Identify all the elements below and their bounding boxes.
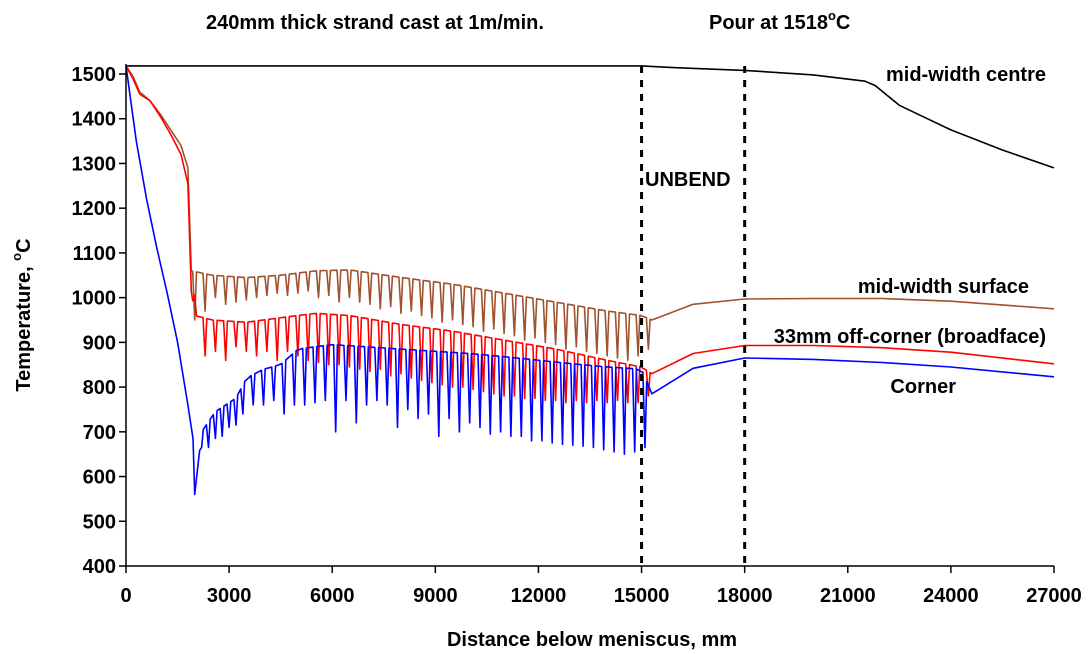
x-axis-ticks: 0 3000 6000 9000 12000 15000 18000 21000 24000 27…	[120, 566, 1082, 607]
x-axis-title: Distance below meniscus, mm	[447, 629, 737, 651]
series-line-0	[126, 65, 1055, 169]
x-tick-label: 18000	[717, 585, 773, 607]
chart-title-part1: 240mm thick strand cast at 1m/min.	[206, 12, 544, 34]
series-line-1	[125, 65, 1055, 362]
chart-title: 240mm thick strand cast at 1m/min. Pour …	[206, 8, 850, 34]
y-axis-ticks: 400 500 600 700 800 900 1000 1100 1200 1300 1400 15…	[72, 64, 126, 578]
unbend-annotation: UNBEND	[645, 169, 731, 191]
y-tick-label: 400	[83, 556, 116, 578]
x-tick-label: 15000	[614, 585, 670, 607]
vertical-markers	[640, 65, 747, 566]
x-tick-label: 24000	[923, 585, 979, 607]
x-tick-label: 12000	[511, 585, 567, 607]
y-axis-title-text: Temperature,	[13, 261, 35, 392]
x-tick-label: 21000	[820, 585, 876, 607]
y-tick-label: 900	[83, 332, 116, 354]
chart-title-part2-text: Pour at 1518	[709, 12, 828, 34]
label-mid-width-surface: mid-width surface	[858, 276, 1029, 298]
y-tick-label: 1200	[72, 198, 117, 220]
label-mid-width-centre: mid-width centre	[886, 64, 1046, 86]
y-tick-label: 500	[83, 511, 116, 533]
y-tick-label: 1300	[72, 153, 117, 175]
series-layer	[125, 65, 1055, 496]
label-33mm-off-corner: 33mm off-corner (broadface)	[774, 326, 1046, 348]
chart-title-unit: C	[836, 12, 850, 34]
x-tick-label: 3000	[207, 585, 252, 607]
y-tick-label: 1500	[72, 64, 117, 86]
x-tick-label: 27000	[1026, 585, 1082, 607]
series-line-3	[125, 65, 1055, 496]
y-tick-label: 800	[83, 377, 116, 399]
x-tick-label: 0	[120, 585, 131, 607]
y-axis-unit: C	[13, 238, 35, 252]
y-axis-degree-sup: o	[9, 253, 24, 261]
label-corner: Corner	[890, 376, 956, 398]
y-tick-label: 700	[83, 422, 116, 444]
y-tick-label: 1400	[72, 109, 117, 131]
plot-frame	[125, 64, 1054, 567]
y-tick-label: 1000	[72, 288, 117, 310]
chart-title-degree-sup: o	[828, 8, 836, 23]
annotations: UNBEND mid-width centre mid-width surfac…	[645, 64, 1046, 398]
x-tick-label: 9000	[413, 585, 458, 607]
y-tick-label: 1100	[73, 243, 116, 265]
y-axis-title: Temperature, oC	[9, 238, 35, 391]
series-line-2	[125, 65, 1055, 404]
x-tick-label: 6000	[310, 585, 355, 607]
chart-title-part2: Pour at 1518oC	[709, 8, 850, 34]
y-tick-label: 600	[83, 467, 116, 489]
